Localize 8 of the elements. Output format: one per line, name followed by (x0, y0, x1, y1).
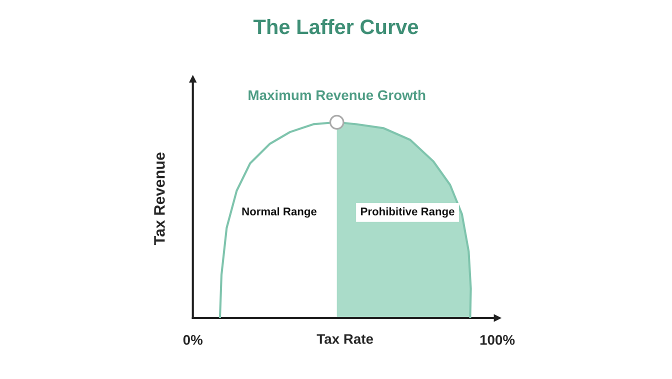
x-axis-title: Tax Rate (316, 334, 374, 344)
chart-title: The Laffer Curve (253, 18, 418, 34)
y-axis-title: Tax Revenue (154, 152, 165, 245)
x-tick-label: 100% (480, 335, 515, 345)
annotation: Prohibitive Range (361, 207, 454, 218)
annotation: Maximum Revenue Growth (248, 90, 426, 100)
x-tick-label: 0% (183, 335, 203, 345)
annotation: Normal Range (242, 207, 317, 218)
